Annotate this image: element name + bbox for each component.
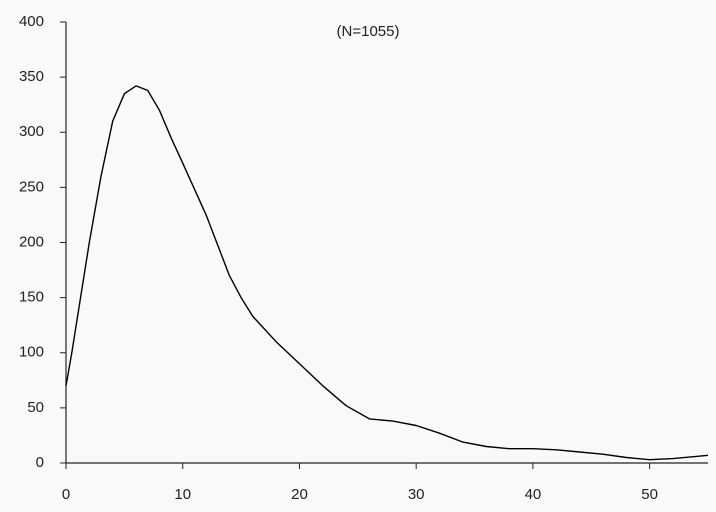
- y-tick-label: 150: [19, 289, 44, 306]
- x-tick-label: 10: [174, 486, 191, 503]
- y-tick-label: 300: [19, 123, 44, 140]
- y-tick-label: 50: [27, 399, 44, 416]
- x-tick-label: 30: [408, 486, 425, 503]
- data-line: [65, 85, 709, 461]
- annotation: (N=1055): [337, 23, 400, 40]
- x-tick-label: 40: [525, 486, 542, 503]
- y-tick-label: 350: [19, 68, 44, 85]
- x-tick-label: 0: [62, 486, 70, 503]
- y-tick-label: 400: [19, 13, 44, 30]
- y-tick-label: 0: [36, 454, 44, 471]
- x-tick-label: 20: [291, 486, 308, 503]
- x-tick-label: 50: [641, 486, 658, 503]
- y-tick-label: 200: [19, 233, 44, 250]
- y-tick-label: 250: [19, 178, 44, 195]
- y-tick-label: 100: [19, 344, 44, 361]
